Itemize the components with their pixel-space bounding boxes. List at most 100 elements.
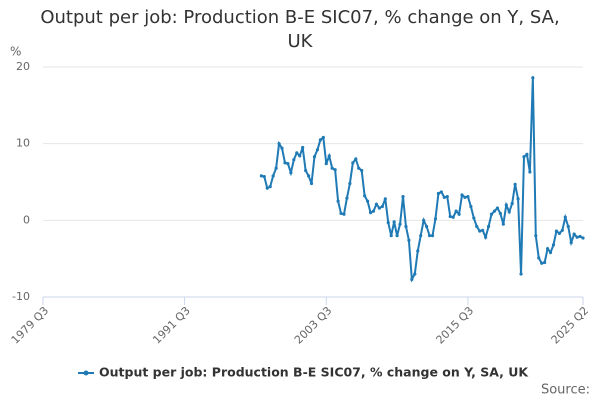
data-point: [475, 224, 479, 229]
data-point: [560, 228, 564, 232]
data-point: [327, 154, 331, 158]
data-point: [357, 166, 361, 170]
data-point: [371, 209, 376, 213]
data-point: [439, 190, 443, 194]
data-point: [442, 195, 446, 199]
series-line: [261, 77, 584, 283]
data-point: [463, 195, 467, 199]
data-point: [312, 155, 317, 159]
data-point: [304, 168, 308, 173]
data-point: [448, 214, 452, 219]
chart-title: Output per job: Production B-E SIC07, % …: [40, 7, 560, 52]
data-point: [374, 202, 379, 206]
data-point: [268, 185, 272, 189]
y-tick-label: 10: [16, 137, 30, 150]
x-tick-label: 1991 Q3: [150, 304, 193, 347]
data-point: [484, 235, 488, 239]
data-point: [460, 193, 464, 197]
data-point: [472, 216, 476, 220]
y-tick-label: 20: [16, 60, 30, 73]
data-point: [433, 217, 438, 221]
data-point: [498, 211, 502, 216]
data-point: [513, 182, 517, 186]
data-point: [413, 272, 417, 276]
data-point: [445, 194, 449, 199]
data-point: [309, 181, 314, 186]
data-point: [286, 162, 290, 166]
legend-item: Output per job: Production B-E SIC07, % …: [78, 365, 529, 380]
data-point: [492, 209, 497, 213]
data-point: [363, 194, 367, 198]
data-point: [451, 215, 455, 219]
legend-marker: [83, 370, 89, 376]
data-point: [280, 146, 284, 150]
data-point: [566, 224, 570, 229]
data-point: [318, 138, 322, 142]
y-tick-label: -10: [12, 290, 30, 303]
data-point: [321, 135, 325, 140]
data-point: [360, 168, 364, 173]
data-point: [501, 222, 505, 226]
data-point: [386, 221, 390, 225]
x-tick-label: 2003 Q3: [292, 304, 335, 347]
data-point: [486, 224, 491, 229]
data-point: [333, 168, 337, 172]
data-point: [298, 154, 302, 158]
data-point: [410, 277, 414, 281]
data-point: [262, 175, 266, 179]
data-point: [478, 229, 482, 233]
data-point: [466, 194, 470, 199]
data-point: [545, 247, 550, 251]
data-point: [407, 238, 411, 242]
data-point: [516, 197, 520, 201]
data-point: [395, 234, 399, 238]
data-point: [457, 212, 461, 216]
data-point: [507, 210, 511, 214]
data-point: [401, 194, 405, 199]
data-point: [557, 231, 561, 235]
data-point: [495, 206, 500, 210]
data-point: [419, 234, 423, 238]
data-point: [271, 174, 275, 178]
data-point: [548, 250, 553, 255]
x-tick-label: 1979 Q3: [9, 304, 52, 347]
data-point: [348, 181, 352, 186]
data-point: [519, 272, 523, 276]
data-point: [339, 211, 343, 216]
data-point: [569, 240, 573, 245]
data-point: [489, 212, 494, 216]
data-point: [469, 204, 473, 209]
data-point: [265, 186, 269, 190]
data-point: [531, 76, 535, 80]
data-point: [522, 155, 526, 159]
data-point: [315, 148, 320, 152]
data-point: [389, 234, 393, 238]
data-point: [551, 243, 556, 247]
data-point: [416, 249, 420, 253]
data-point: [425, 224, 429, 229]
x-tick-label: 2015 Q3: [434, 304, 477, 347]
data-point: [292, 158, 296, 162]
data-point: [342, 212, 346, 216]
data-point: [274, 166, 278, 170]
data-point: [259, 174, 263, 178]
data-point: [528, 170, 532, 174]
data-point: [436, 191, 441, 196]
data-point: [330, 166, 334, 170]
data-point: [380, 204, 384, 209]
data-point: [368, 211, 373, 215]
data-point: [554, 229, 559, 233]
data-point: [277, 142, 281, 146]
y-tick-label: 0: [23, 213, 30, 226]
data-point: [543, 260, 547, 265]
data-point: [422, 218, 426, 222]
data-point: [581, 236, 585, 240]
data-point: [383, 197, 387, 201]
data-point: [572, 232, 576, 236]
data-point: [301, 145, 305, 150]
data-point: [324, 162, 328, 166]
data-point: [510, 201, 514, 206]
data-point: [454, 209, 458, 213]
source: Source:: [541, 383, 590, 398]
